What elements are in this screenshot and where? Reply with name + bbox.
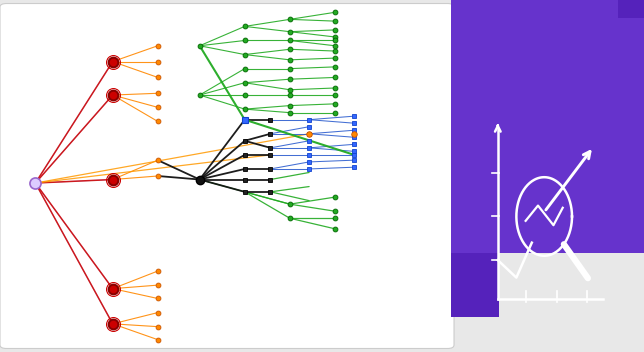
FancyBboxPatch shape — [0, 4, 454, 348]
Bar — [451, 0, 644, 253]
Bar — [618, 0, 644, 18]
Bar — [451, 253, 499, 317]
